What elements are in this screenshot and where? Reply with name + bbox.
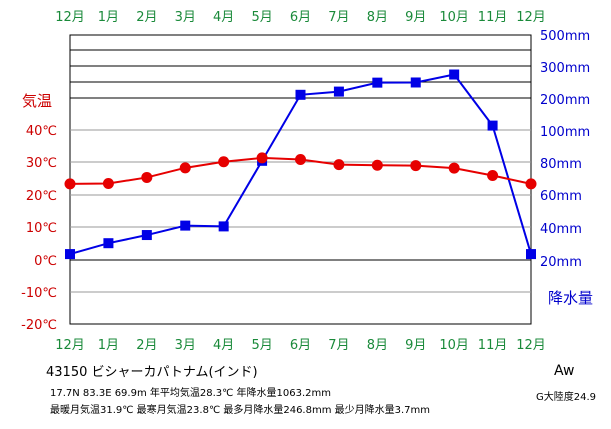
climate-code: Aw xyxy=(554,363,575,379)
temperature-tick: 10℃ xyxy=(26,221,57,236)
month-tick-top: 4月 xyxy=(213,10,234,25)
temperature-marker xyxy=(448,162,460,174)
temperature-tick: 0℃ xyxy=(34,254,57,269)
stats-line-2: 最暖月気温31.9℃ 最寒月気温23.8℃ 最多月降水量246.8mm 最少月降… xyxy=(50,405,431,416)
month-tick-top: 11月 xyxy=(478,10,508,25)
precipitation-tick: 40mm xyxy=(540,222,582,237)
precipitation-axis-label: 降水量 xyxy=(548,289,593,307)
month-tick-bottom: 3月 xyxy=(175,338,196,353)
temperature-marker xyxy=(295,154,306,166)
precipitation-marker xyxy=(180,220,191,231)
precipitation-marker xyxy=(295,89,306,100)
precipitation-tick: 80mm xyxy=(540,157,582,172)
precipitation-marker xyxy=(103,238,114,249)
precipitation-tick: 0mm xyxy=(540,0,574,4)
temperature-marker xyxy=(487,170,499,182)
station-title: 43150 ビシャーカパトナム(インド) xyxy=(46,365,258,380)
precipitation-tick: 500mm xyxy=(540,29,590,44)
temperature-marker xyxy=(525,178,537,190)
month-tick-bottom: 4月 xyxy=(213,338,234,353)
month-tick-top: 12月 xyxy=(55,10,85,25)
month-tick-bottom: 7月 xyxy=(328,338,349,353)
month-tick-bottom: 1月 xyxy=(98,338,119,353)
month-tick-bottom: 2月 xyxy=(136,338,157,353)
temperature-marker xyxy=(102,178,114,190)
month-tick-top: 1月 xyxy=(98,10,119,25)
continentality: G大陸度24.9 xyxy=(536,392,597,403)
month-tick-top: 7月 xyxy=(328,10,349,25)
precipitation-tick: 300mm xyxy=(540,61,590,76)
temperature-marker xyxy=(410,160,422,172)
precipitation-tick: 200mm xyxy=(540,93,590,108)
month-tick-bottom: 6月 xyxy=(290,338,311,353)
precipitation-marker xyxy=(526,249,536,260)
temperature-marker xyxy=(333,159,345,171)
month-tick-top: 3月 xyxy=(175,10,196,25)
temperature-tick: -20℃ xyxy=(21,318,57,333)
precipitation-tick: 100mm xyxy=(540,125,590,140)
temperature-marker xyxy=(179,162,191,174)
temperature-tick: 40℃ xyxy=(26,124,57,139)
month-tick-bottom: 5月 xyxy=(251,338,272,353)
temperature-marker xyxy=(141,171,153,183)
precipitation-marker xyxy=(218,221,229,232)
temperature-marker xyxy=(64,178,76,190)
month-tick-bottom: 12月 xyxy=(516,338,546,353)
precipitation-marker xyxy=(487,120,498,131)
month-tick-bottom: 12月 xyxy=(55,338,85,353)
temperature-tick: -10℃ xyxy=(21,286,57,301)
temperature-tick: 20℃ xyxy=(26,189,57,204)
month-tick-top: 6月 xyxy=(290,10,311,25)
precipitation-marker xyxy=(449,69,460,80)
temperature-marker xyxy=(256,152,268,164)
precipitation-marker xyxy=(65,249,75,260)
axis-layer: 12月 12月 1月 1月 2月 2月 3月 3月 4月 4月 5月 5月 6月 6月 7月 7月 8月 8月 9月… xyxy=(21,0,590,353)
month-tick-top: 8月 xyxy=(367,10,388,25)
grid-layer xyxy=(69,34,532,325)
series-layer xyxy=(64,69,537,260)
month-tick-top: 2月 xyxy=(136,10,157,25)
precipitation-marker xyxy=(372,77,383,88)
stats-line-1: 17.7N 83.3E 69.9m 年平均気温28.3℃ 年降水量1063.2m… xyxy=(50,388,332,399)
precipitation-tick: 60mm xyxy=(540,189,582,204)
precipitation-marker xyxy=(333,86,344,97)
month-tick-bottom: 8月 xyxy=(367,338,388,353)
temperature-marker xyxy=(218,156,230,168)
temperature-axis-label: 気温 xyxy=(22,92,52,110)
month-tick-bottom: 11月 xyxy=(478,338,508,353)
month-tick-top: 12月 xyxy=(516,10,546,25)
temperature-tick: 30℃ xyxy=(26,156,57,171)
precipitation-tick: 20mm xyxy=(540,255,582,270)
month-tick-bottom: 10月 xyxy=(439,338,469,353)
precipitation-marker xyxy=(410,77,421,88)
precipitation-marker xyxy=(141,230,152,241)
month-tick-top: 5月 xyxy=(251,10,272,25)
month-tick-top: 10月 xyxy=(439,10,469,25)
month-tick-top: 9月 xyxy=(405,10,426,25)
temperature-marker xyxy=(371,159,383,171)
month-tick-bottom: 9月 xyxy=(405,338,426,353)
